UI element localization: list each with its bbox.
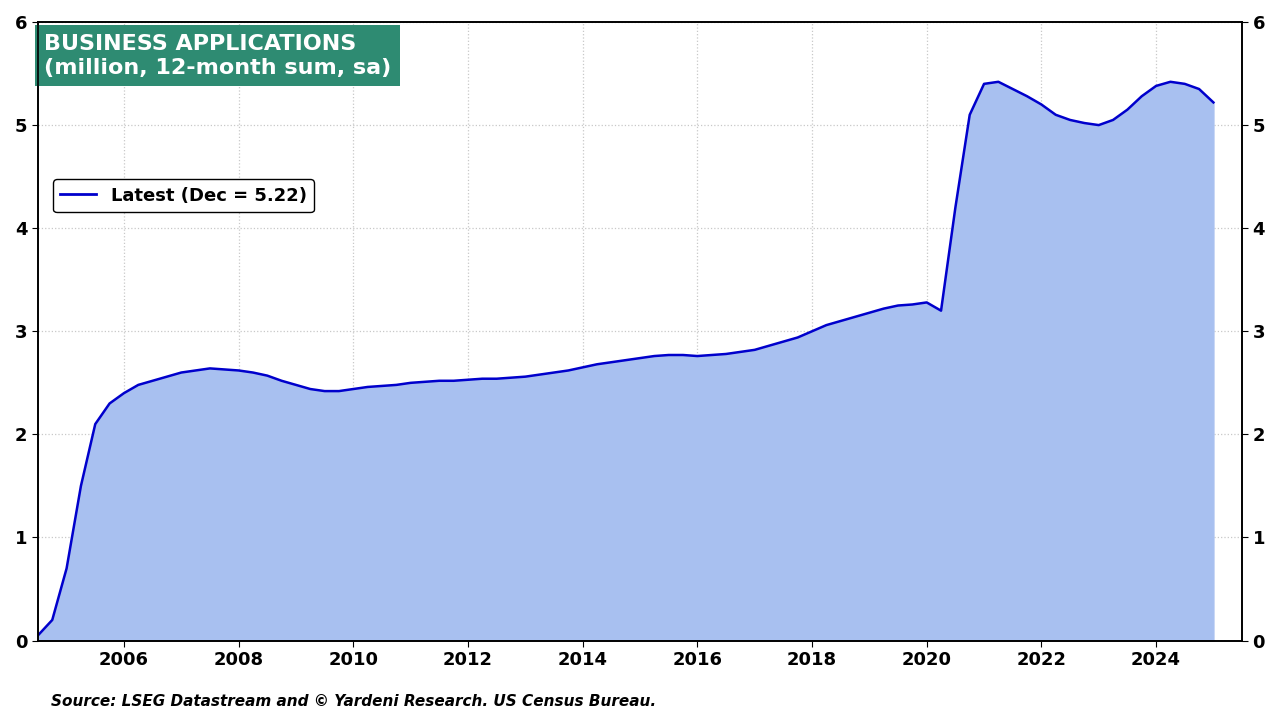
Legend: Latest (Dec = 5.22): Latest (Dec = 5.22) <box>52 179 314 212</box>
Text: BUSINESS APPLICATIONS
(million, 12-month sum, sa): BUSINESS APPLICATIONS (million, 12-month… <box>44 35 392 78</box>
Text: Source: LSEG Datastream and © Yardeni Research. US Census Bureau.: Source: LSEG Datastream and © Yardeni Re… <box>51 693 657 708</box>
